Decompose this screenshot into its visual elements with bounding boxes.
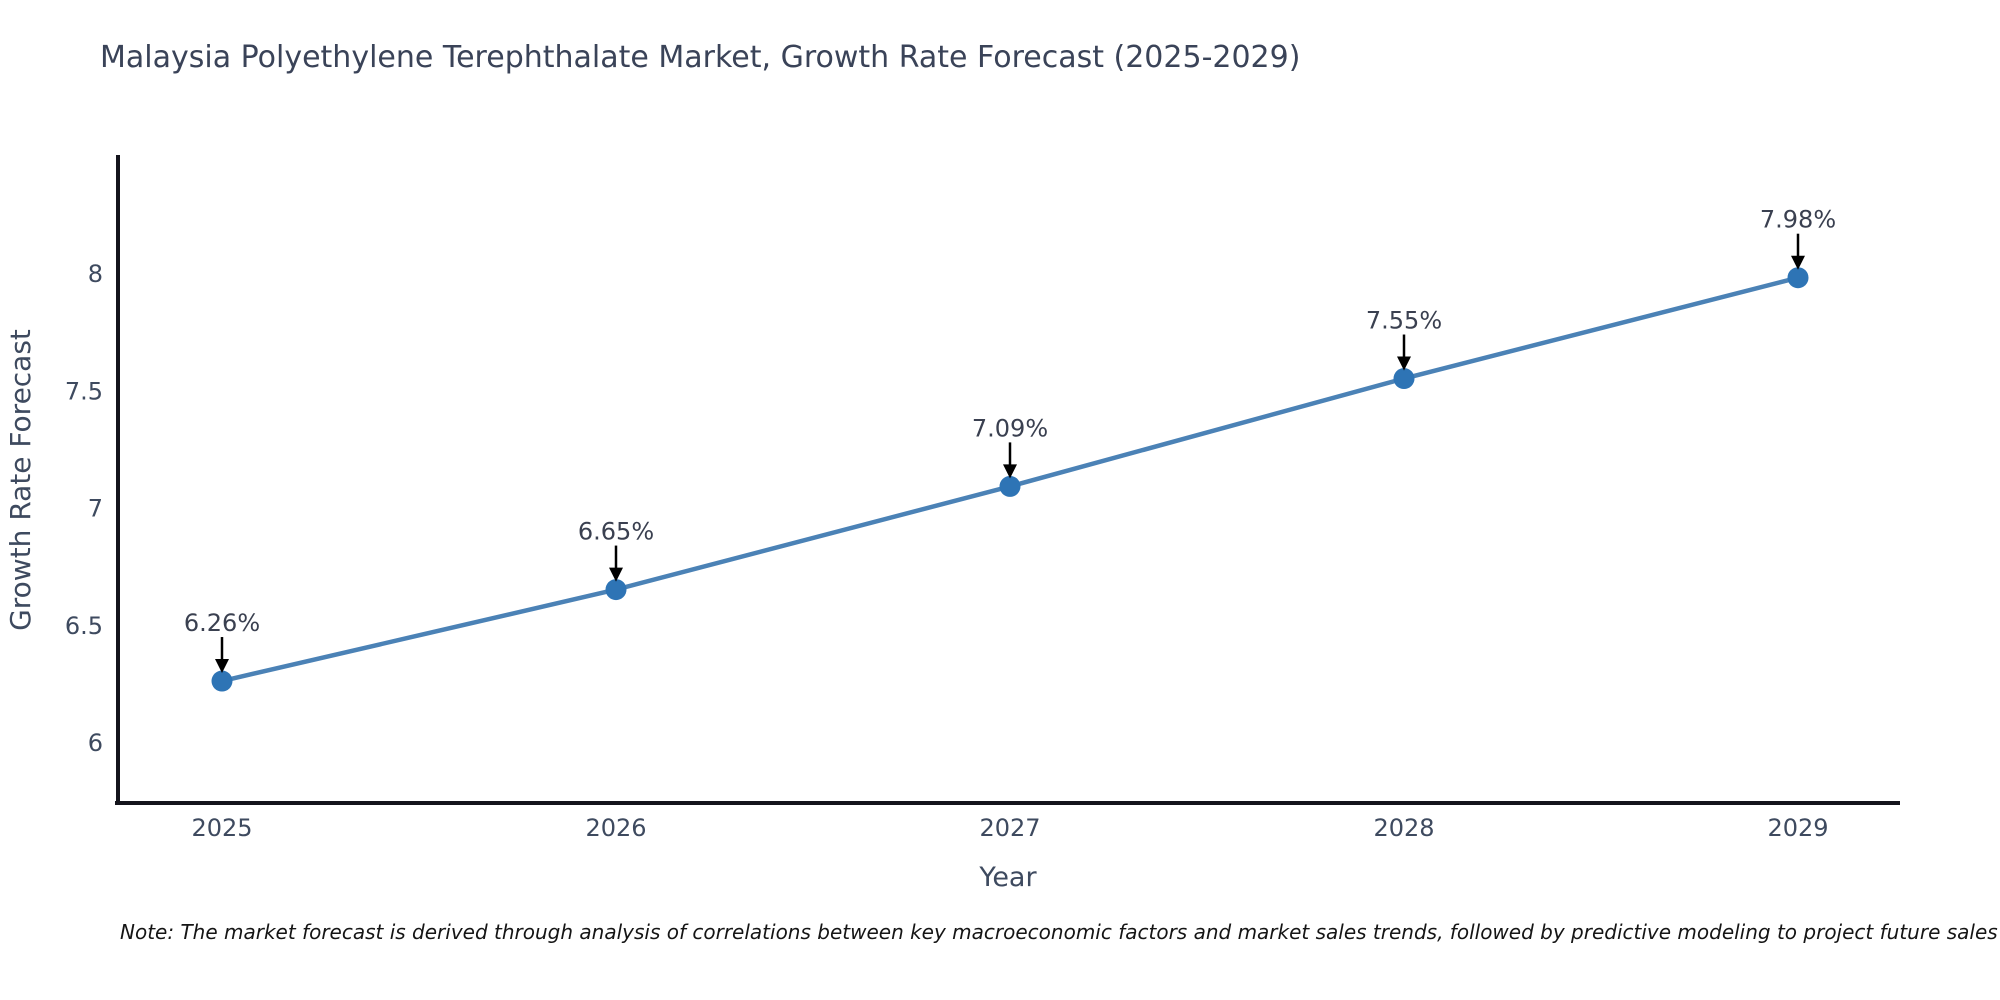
annotation-arrow-head bbox=[1397, 356, 1411, 371]
y-tick-label: 6 bbox=[88, 729, 103, 757]
point-value-label: 6.65% bbox=[578, 518, 654, 546]
annotation-arrow-head bbox=[1791, 255, 1805, 270]
y-tick-label: 8 bbox=[88, 260, 103, 288]
x-tick-label: 2028 bbox=[1373, 814, 1434, 842]
x-tick-label: 2029 bbox=[1767, 814, 1828, 842]
y-axis-title: Growth Rate Forecast bbox=[4, 329, 37, 631]
annotation-arrow-head bbox=[215, 659, 229, 674]
y-tick-label: 6.5 bbox=[65, 612, 103, 640]
point-value-label: 6.26% bbox=[184, 609, 260, 637]
x-tick-label: 2025 bbox=[191, 814, 252, 842]
data-point-2029 bbox=[1787, 267, 1809, 289]
y-tick-label: 7.5 bbox=[65, 377, 103, 405]
point-value-label: 7.55% bbox=[1366, 307, 1442, 335]
x-tick-label: 2027 bbox=[979, 814, 1040, 842]
note-text: Note: The market forecast is derived thr… bbox=[120, 920, 1998, 944]
annotation-arrow-head bbox=[1003, 464, 1017, 479]
chart-title: Malaysia Polyethylene Terephthalate Mark… bbox=[100, 40, 1301, 75]
point-value-label: 7.09% bbox=[972, 414, 1048, 442]
data-point-2025 bbox=[211, 670, 233, 692]
point-value-label: 7.98% bbox=[1760, 206, 1836, 234]
x-axis-title: Year bbox=[978, 862, 1037, 893]
data-point-2028 bbox=[1393, 368, 1415, 390]
data-point-2026 bbox=[605, 579, 627, 601]
x-tick-label: 2026 bbox=[585, 814, 646, 842]
data-point-2027 bbox=[999, 475, 1021, 497]
y-tick-label: 7 bbox=[88, 495, 103, 523]
annotation-arrow-head bbox=[609, 567, 623, 582]
